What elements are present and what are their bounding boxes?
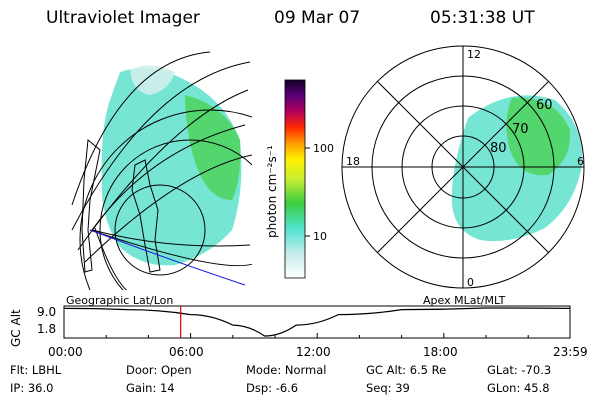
footer-field-flt: Flt: LBHL — [10, 363, 62, 377]
date-label: 09 Mar 07 — [274, 8, 361, 28]
coastline — [131, 159, 161, 273]
footer-field-gcalt: GC Alt: 6.5 Re — [366, 363, 447, 377]
mlt-label-6: 6 — [577, 155, 584, 168]
map-grid-ring — [114, 184, 206, 276]
polar-axis — [376, 80, 550, 254]
timeline-ylabel: GC Alt — [9, 309, 23, 347]
footer-field-glon: GLon: 45.8 — [487, 381, 550, 395]
aurora-polar-bright — [506, 97, 571, 176]
timeline-xtick: 23:59 — [553, 345, 588, 359]
aurora-geo-bright — [185, 95, 241, 200]
map-grid-line — [89, 229, 252, 267]
footer-field-glat: GLat: -70.3 — [487, 363, 552, 377]
mlt-label-18: 18 — [346, 155, 360, 168]
map-grid-ring — [79, 109, 252, 290]
altitude-curve — [63, 307, 571, 337]
map-grid-ring — [99, 139, 252, 290]
mlat-label-80: 80 — [490, 141, 507, 156]
timeline-xtick: 06:00 — [169, 345, 204, 359]
footer-field-gain: Gain: 14 — [126, 381, 175, 395]
time-label: 05:31:38 UT — [430, 8, 535, 28]
colorbar-label: photon cm⁻²s⁻¹ — [265, 145, 279, 238]
aurora-geo-faint — [130, 65, 175, 95]
colorbar — [284, 79, 306, 279]
timeline-xtick: 00:00 — [48, 345, 83, 359]
timeline-xtick: 18:00 — [423, 345, 458, 359]
footer-field-dsp: Dsp: -6.6 — [246, 381, 299, 395]
map-grid-line — [71, 61, 251, 231]
mlt-label-0: 0 — [467, 276, 474, 289]
timeline-xtick: 12:00 — [296, 345, 331, 359]
terminator-line — [89, 229, 246, 286]
colorbar-tick-label: 10 — [313, 230, 327, 243]
map-grid-line — [94, 227, 128, 290]
footer-field-ip: IP: 36.0 — [10, 381, 54, 395]
coastline — [81, 139, 101, 273]
map-grid-line — [91, 229, 251, 247]
timeline-ticks — [63, 333, 571, 338]
footer-field-mode: Mode: Normal — [246, 363, 327, 377]
timeline-ytick-top: 9.0 — [37, 305, 57, 319]
footer-field-door: Door: Open — [126, 363, 192, 377]
colorbar-tick-label: 100 — [313, 142, 334, 155]
mlat-label-60: 60 — [536, 98, 553, 113]
instrument-title: Ultraviolet Imager — [46, 8, 200, 28]
footer-field-seq: Seq: 39 — [366, 381, 410, 395]
map-grid-line — [84, 154, 252, 263]
timeline-left-title: Geographic Lat/Lon — [66, 294, 174, 307]
mlat-label-70: 70 — [512, 122, 529, 137]
timeline-right-title: Apex MLat/MLT — [423, 294, 506, 307]
timeline-ytick-bottom: 1.8 — [37, 322, 57, 336]
mlt-label-12: 12 — [467, 48, 481, 61]
map-grid-line — [91, 124, 246, 231]
